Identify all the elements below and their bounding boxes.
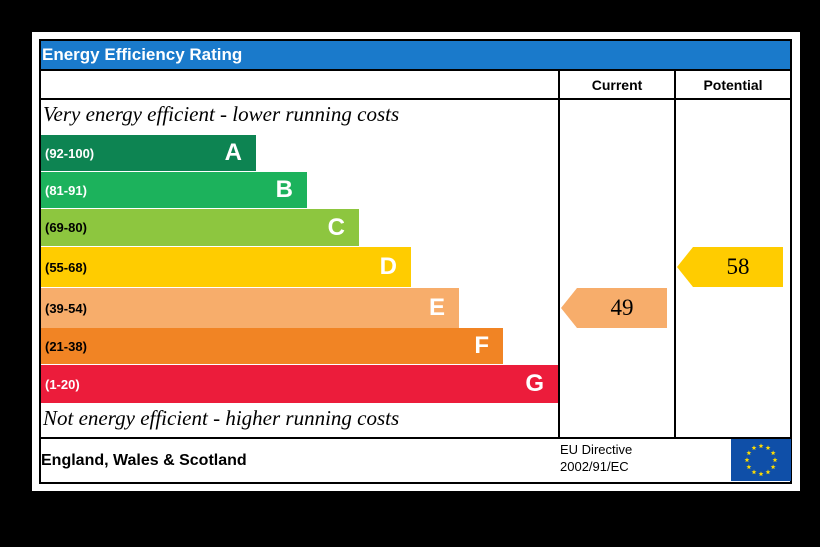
eu-star-icon: [751, 445, 757, 450]
eu-star-icon: [765, 445, 771, 450]
current-rating-marker: 49: [561, 288, 667, 328]
eu-star-icon: [770, 464, 776, 470]
potential-marker-shape: [677, 247, 783, 287]
band-d: (55-68) D: [41, 247, 411, 287]
potential-rating-marker: 58: [677, 247, 783, 287]
band-letter-label: C: [327, 213, 345, 241]
eu-star-icon: [758, 443, 764, 449]
band-letter-label: G: [525, 370, 544, 397]
potential-column-header: Potential: [703, 77, 763, 93]
band-letter-label: D: [379, 253, 397, 280]
eu-star-icon: [751, 469, 757, 475]
band-letter-label: F: [474, 332, 489, 359]
band-f: (21-38) F: [41, 328, 503, 364]
column-divider-1: [558, 69, 560, 439]
current-column-header: Current: [591, 77, 643, 93]
column-divider-2: [674, 69, 676, 439]
band-letter-label: B: [275, 176, 293, 203]
directive-line-2: 2002/91/EC: [560, 459, 629, 474]
potential-rating-value: 58: [726, 254, 750, 279]
band-e: (39-54) E: [41, 288, 459, 328]
eu-star-icon: [772, 457, 778, 463]
eu-star-icon: [746, 464, 752, 470]
eu-star-icon: [770, 450, 776, 456]
inefficient-note: Not energy efficient - higher running co…: [43, 406, 400, 430]
region-label: England, Wales & Scotland: [41, 452, 247, 469]
band-range-label: (21-38): [45, 338, 87, 354]
band-range-label: (81-91): [45, 182, 87, 198]
frame-right: [790, 39, 792, 484]
band-range-label: (69-80): [45, 220, 87, 235]
frame-left: [39, 39, 41, 484]
band-g: (1-20) G: [41, 365, 558, 403]
band-range-label: (1-20): [45, 376, 80, 392]
band-range-label: (55-68): [45, 259, 87, 275]
band-range-label: (39-54): [45, 300, 87, 316]
current-rating-value: 49: [610, 295, 634, 320]
frame-bottom: [39, 482, 792, 484]
frame-top: [39, 39, 792, 41]
band-c: (69-80) C: [41, 209, 359, 246]
eu-star-icon: [744, 457, 750, 463]
eu-star-icon: [758, 471, 764, 477]
eu-flag-stars: [744, 443, 778, 477]
header-underline: [39, 98, 792, 100]
eu-star-icon: [765, 469, 771, 475]
band-letter-label: A: [224, 139, 242, 166]
current-marker-shape: [561, 288, 667, 328]
band-range-label: (92-100): [45, 145, 95, 161]
footer-divider: [39, 437, 792, 439]
efficient-note: Very energy efficient - lower running co…: [43, 102, 400, 126]
eu-star-icon: [746, 450, 752, 456]
band-b: (81-91) B: [41, 172, 307, 208]
directive-line-1: EU Directive: [560, 442, 633, 457]
current-marker-arrow: [561, 288, 667, 328]
chart-title: Energy Efficiency Rating: [40, 40, 791, 69]
band-a: (92-100) A: [41, 135, 256, 171]
potential-marker-arrow: [677, 247, 783, 287]
title-underline: [39, 69, 792, 71]
band-letter-label: E: [428, 294, 445, 321]
eu-flag-icon: [731, 439, 791, 481]
